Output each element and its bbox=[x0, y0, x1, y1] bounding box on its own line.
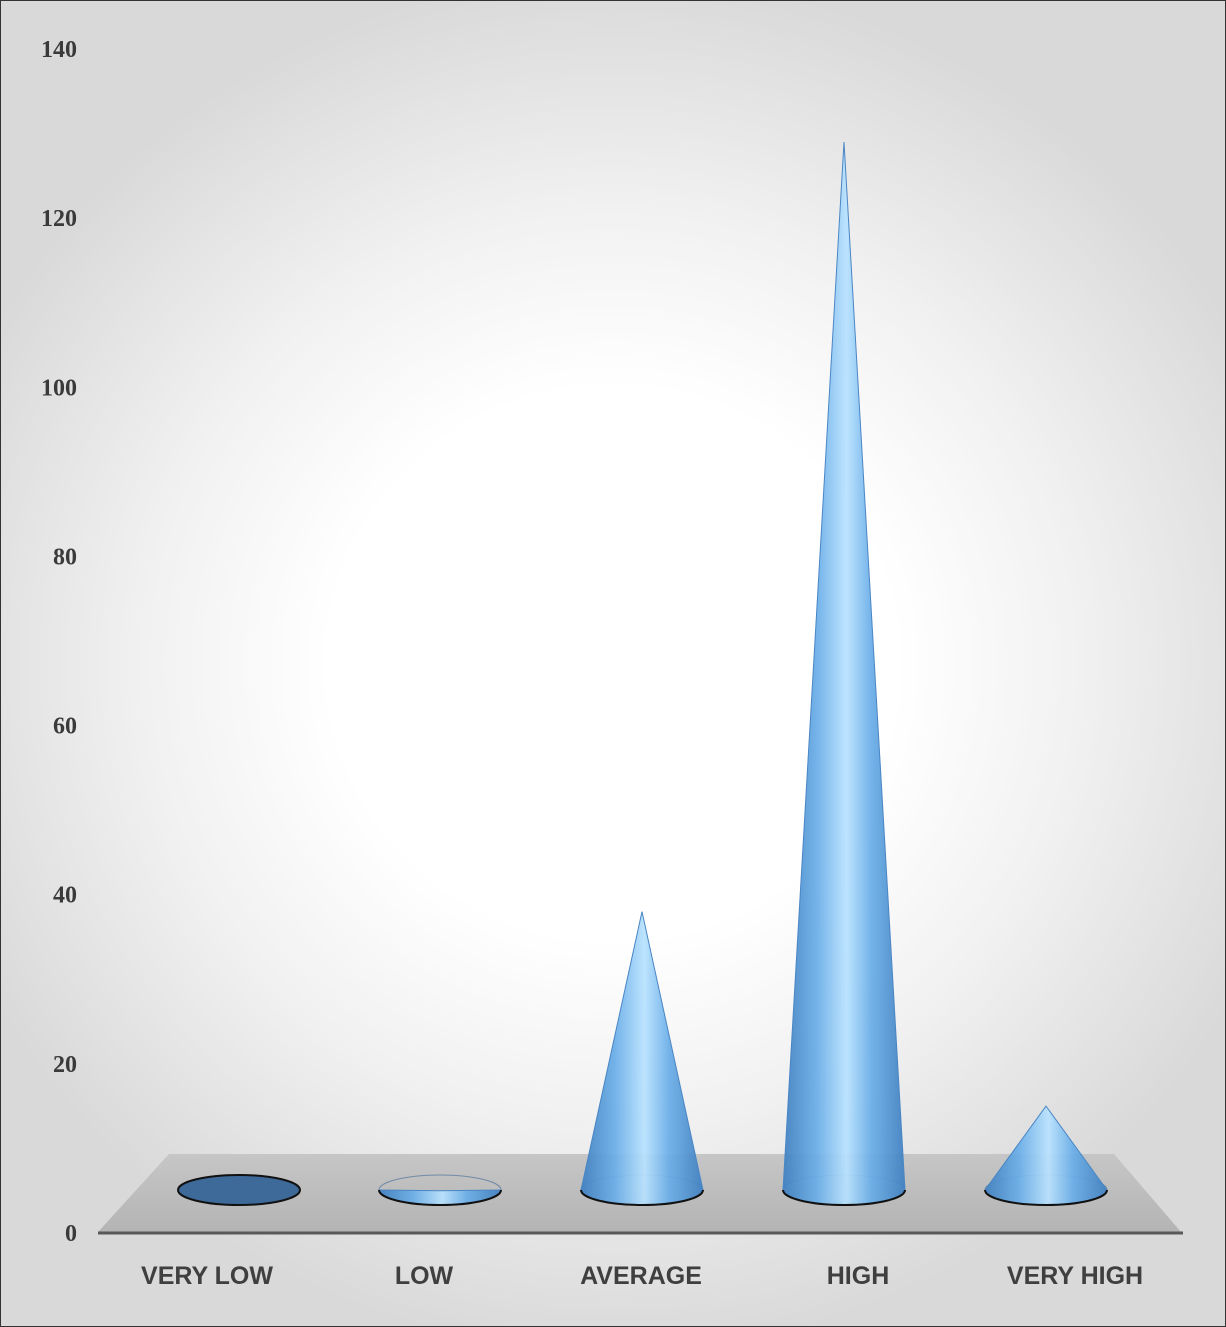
cone-body bbox=[782, 141, 906, 1206]
cone-very-high bbox=[984, 1105, 1108, 1206]
cone-base-rim bbox=[984, 1189, 1108, 1206]
x-tick-label: VERY LOW bbox=[141, 1262, 273, 1290]
cone-base-rim bbox=[378, 1189, 502, 1206]
cone-base-back bbox=[378, 1174, 502, 1191]
y-tick-label: 0 bbox=[65, 1221, 77, 1247]
cone-series bbox=[177, 141, 1108, 1206]
x-tick-label: VERY HIGH bbox=[1007, 1262, 1143, 1290]
cone-body bbox=[580, 911, 704, 1206]
x-tick-label: LOW bbox=[395, 1262, 454, 1290]
cone-high bbox=[782, 141, 906, 1206]
y-tick-label: 40 bbox=[53, 883, 77, 909]
cone-average bbox=[580, 911, 704, 1206]
cone-base-rim bbox=[580, 1189, 704, 1206]
cone-very-low bbox=[177, 1174, 301, 1206]
y-tick-label: 140 bbox=[41, 37, 77, 63]
y-tick-label: 120 bbox=[41, 206, 77, 232]
y-axis-ticks: 0 20 40 60 80 100 120 140 bbox=[41, 37, 77, 1247]
y-tick-label: 100 bbox=[41, 375, 77, 401]
y-tick-label: 20 bbox=[53, 1052, 77, 1078]
cone-base bbox=[177, 1174, 301, 1206]
y-tick-label: 80 bbox=[53, 544, 77, 570]
cone-base-rim bbox=[782, 1189, 906, 1206]
x-axis-ticks: VERY LOW LOW AVERAGE HIGH VERY HIGH bbox=[141, 1262, 1143, 1290]
x-tick-label: AVERAGE bbox=[580, 1262, 702, 1290]
cone-low bbox=[378, 1174, 502, 1206]
x-tick-label: HIGH bbox=[827, 1262, 890, 1290]
y-tick-label: 60 bbox=[53, 714, 77, 740]
